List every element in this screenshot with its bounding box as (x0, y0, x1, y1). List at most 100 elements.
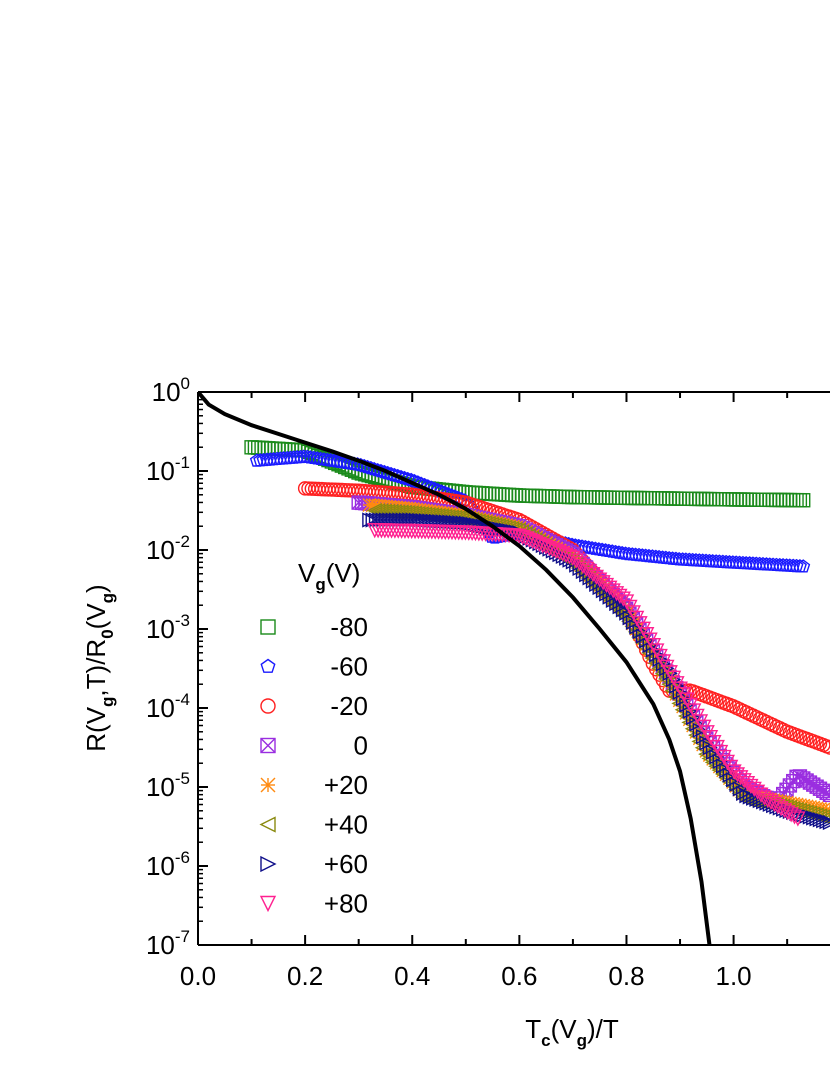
data-point (716, 749, 732, 766)
data-point (588, 569, 605, 586)
y-tick-base: 10 (146, 772, 175, 802)
data-point-cross1 (823, 787, 830, 796)
data-point-shape (585, 567, 601, 583)
data-point-shape (702, 730, 719, 746)
legend-marker (260, 698, 276, 714)
series-+20 (362, 497, 830, 818)
data-point-cross2 (823, 793, 830, 802)
legend-marker (259, 895, 277, 913)
data-point (675, 691, 692, 707)
legend-marker-shape (260, 737, 276, 754)
data-point (709, 739, 725, 756)
data-point (679, 697, 695, 713)
data-point (585, 567, 601, 583)
data-point (796, 493, 811, 508)
data-point-shape (716, 749, 732, 766)
data-point (608, 586, 625, 602)
data-point-shape (749, 784, 766, 800)
y-tick-exponent: -6 (175, 848, 190, 867)
data-point (578, 561, 594, 577)
data-point-shape (729, 767, 746, 783)
data-point-shape (390, 504, 406, 520)
x-tick-label: 0.4 (394, 961, 430, 991)
data-point (592, 572, 608, 588)
data-point-shape (521, 532, 537, 548)
data-point-shape (723, 759, 739, 776)
y-tick-label: 10-3 (146, 611, 190, 644)
data-point-shape (783, 807, 799, 823)
data-point-shape (615, 591, 631, 607)
legend-label: -60 (330, 652, 368, 682)
data-point-shape (598, 577, 615, 594)
data-point-shape (739, 775, 756, 792)
x-axis-label: Tc(Vg)/T (525, 1014, 619, 1050)
data-point (736, 773, 752, 789)
data-point-shape (612, 588, 628, 605)
y-tick-base: 10 (152, 377, 181, 407)
data-point-shape (514, 529, 531, 546)
data-point-shape (822, 814, 830, 831)
legend-label: -20 (330, 691, 368, 721)
data-point-shape (555, 546, 571, 562)
data-point-shape (558, 547, 574, 564)
y-axis-label-part: ) (81, 584, 111, 593)
legend-title-main: V (298, 558, 316, 588)
data-point-shape (528, 535, 544, 551)
data-point-shape (541, 540, 557, 557)
data-point (822, 814, 830, 831)
y-tick-base: 10 (146, 930, 175, 960)
y-tick-exponent: -2 (175, 532, 190, 551)
data-point (822, 740, 830, 755)
data-point (699, 725, 715, 741)
data-point-shape (819, 785, 830, 801)
data-point (702, 730, 719, 746)
series-+80 (367, 523, 806, 827)
axes: 0.00.20.40.60.81.0110010-110-210-310-410… (146, 374, 830, 991)
y-tick-label: 10-2 (146, 532, 190, 565)
x-tick-label: 0.6 (501, 961, 537, 991)
y-axis-label-part: (V (81, 603, 111, 630)
data-point (524, 534, 541, 550)
data-point-arm1 (823, 803, 830, 812)
data-point-shape (538, 539, 554, 555)
data-point (571, 556, 588, 572)
y-tick-label: 10-4 (146, 690, 190, 723)
data-point-shape (786, 809, 803, 825)
data-point (723, 759, 739, 776)
data-point (726, 764, 742, 780)
data-point-shape (608, 586, 625, 602)
data-point-shape (675, 691, 692, 707)
data-point-shape (719, 754, 735, 771)
data-point (535, 538, 551, 554)
y-tick-base: 10 (146, 614, 175, 644)
data-point (796, 559, 811, 573)
data-point-shape (595, 575, 611, 591)
legend-label: +60 (324, 849, 368, 879)
data-point-shape (796, 493, 811, 508)
legend-marker (260, 737, 276, 754)
data-point-shape (726, 764, 742, 780)
data-point-shape (535, 538, 551, 554)
legend-label: +20 (324, 770, 368, 800)
data-point (719, 754, 735, 771)
data-point (598, 577, 615, 594)
data-point-shape (518, 531, 534, 547)
y-axis-label-part: ,T)/R (81, 639, 111, 697)
data-point (749, 784, 766, 800)
data-point (551, 545, 568, 561)
data-point (605, 583, 621, 599)
data-point (783, 807, 799, 823)
legend-label: 0 (354, 731, 368, 761)
legend-title-end: (V) (326, 558, 361, 588)
data-point-shape (575, 558, 591, 575)
y-tick-base: 10 (146, 851, 175, 881)
data-point-shape (712, 744, 729, 761)
data-point-shape (565, 550, 581, 566)
legend-title-sub: g (315, 575, 325, 594)
data-point-shape (733, 770, 749, 786)
data-point-shape (709, 739, 725, 756)
legend-label: -80 (330, 612, 368, 642)
data-point (545, 542, 561, 558)
legend-marker (260, 658, 276, 673)
